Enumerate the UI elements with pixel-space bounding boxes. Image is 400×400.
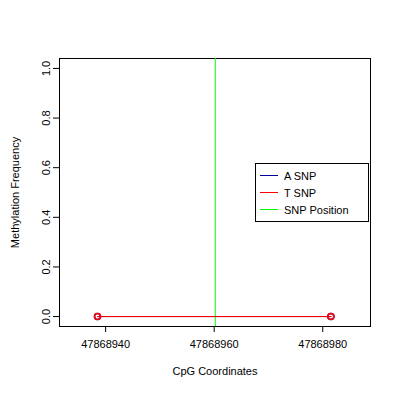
svg-text:0.0: 0.0 [40,309,52,324]
svg-text:Methylation Frequency: Methylation Frequency [9,136,21,248]
svg-text:CpG Coordinates: CpG Coordinates [173,365,258,377]
html-text:A SNP: A SNP [284,169,317,182]
svg-text:0.8: 0.8 [40,110,52,125]
html-text:SNP Position: SNP Position [284,203,349,216]
svg-text:0.4: 0.4 [40,210,52,225]
svg-text:0.2: 0.2 [40,259,52,274]
svg-text:47868980: 47868980 [298,338,347,350]
svg-text:1.0: 1.0 [40,61,52,76]
svg-text:0.6: 0.6 [40,160,52,175]
html-text:T SNP: T SNP [284,186,317,199]
svg-text:47868940: 47868940 [81,338,130,350]
svg-text:47868960: 47868960 [190,338,239,350]
